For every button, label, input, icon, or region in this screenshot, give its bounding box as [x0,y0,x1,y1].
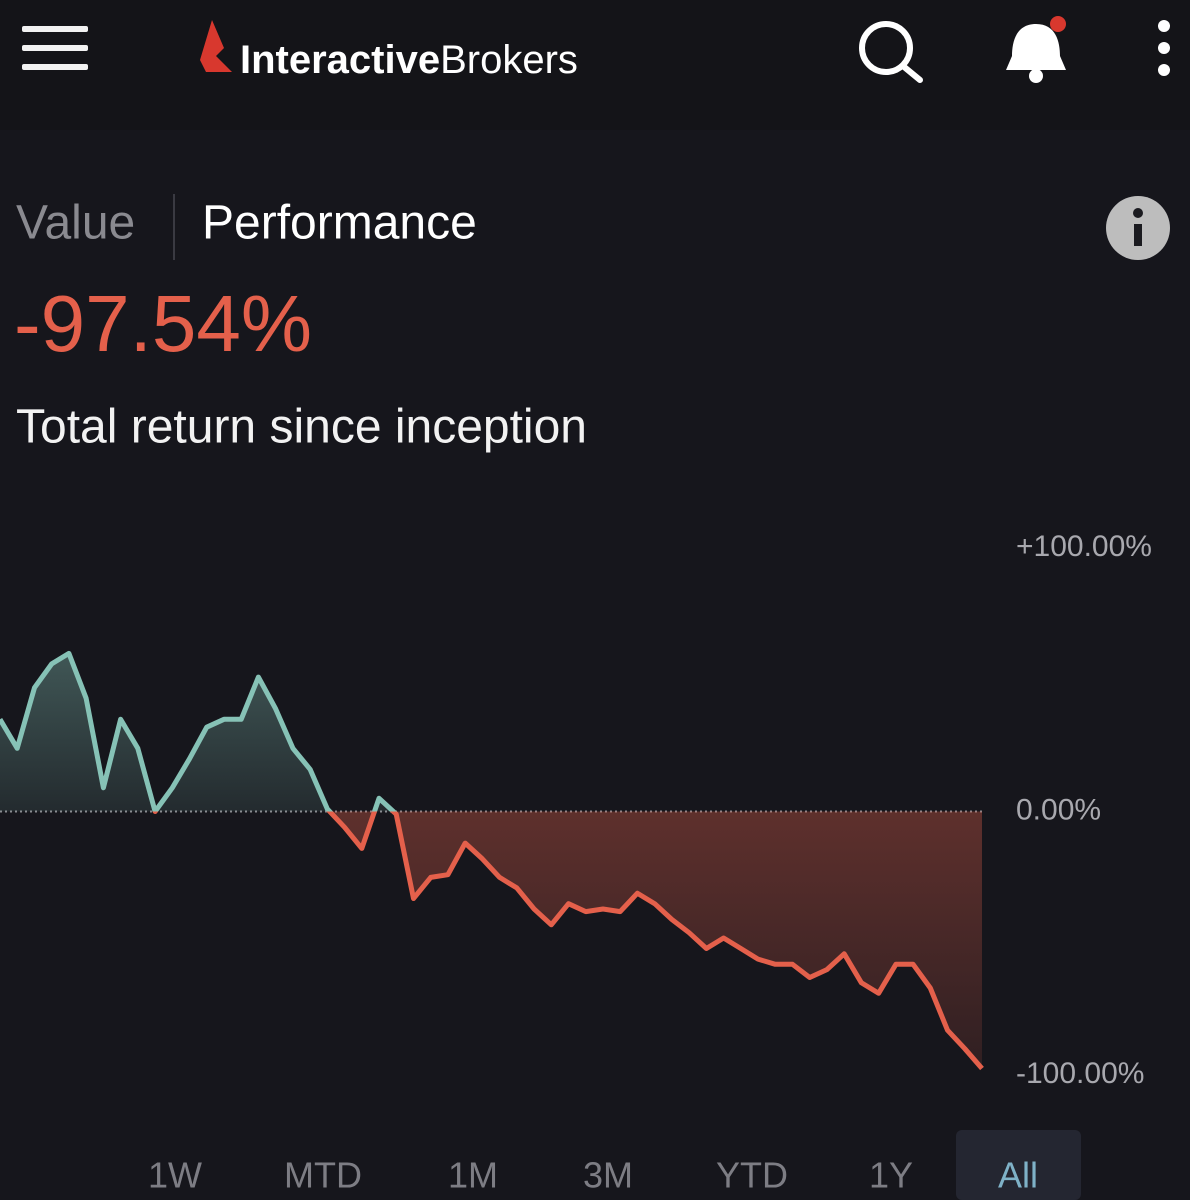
logo-mark [200,20,232,72]
caption: Total return since inception [16,401,587,454]
info-button[interactable] [1106,196,1170,260]
chart: +100.00% 0.00% -100.00% [0,530,1152,1090]
y-tick-label: 0.00% [1016,793,1101,826]
range-button[interactable]: 1W [148,1155,202,1196]
y-tick-label: +100.00% [1016,530,1152,563]
total-return: -97.54% [14,279,312,368]
notifications-button[interactable] [1006,16,1066,83]
range-button[interactable]: YTD [716,1155,788,1196]
search-button[interactable] [859,21,923,83]
area-fill [0,653,982,1069]
tab[interactable]: Performance [202,197,477,250]
brand: InteractiveBrokers [240,38,578,82]
app-bar [0,0,1190,130]
range-button[interactable]: 1M [448,1155,498,1196]
range-button[interactable]: 1Y [869,1155,913,1196]
range-button[interactable]: MTD [284,1155,362,1196]
more-button[interactable] [1158,20,1170,76]
range-button[interactable]: 3M [583,1155,633,1196]
brand-bold: Interactive [240,38,440,82]
range-highlight [956,1130,1081,1200]
brand-light: Brokers [440,38,578,82]
line [0,650,984,1071]
tab[interactable]: Value [16,197,135,250]
menu-button[interactable] [22,26,88,70]
range-selector: 1W MTD 1M 3M YTD 1Y All [148,1155,1038,1196]
range-button[interactable]: All [998,1155,1038,1196]
y-tick-label: -100.00% [1016,1057,1144,1090]
